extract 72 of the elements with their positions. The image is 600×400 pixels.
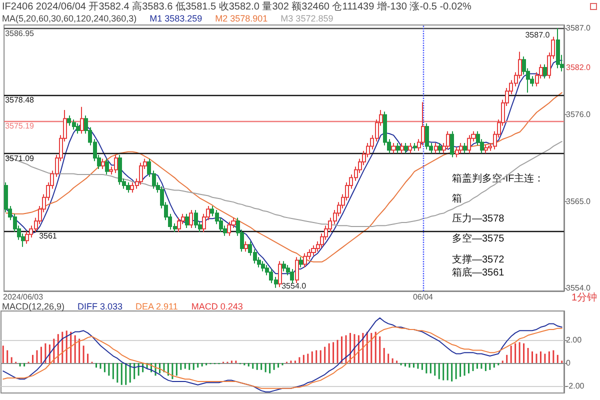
candlestick <box>244 240 248 252</box>
candlestick <box>76 122 80 134</box>
text: DIFF 3.033 <box>78 302 123 312</box>
candlestick <box>404 142 408 154</box>
text: M3 3572.859 <box>280 14 334 24</box>
candlestick <box>194 209 198 229</box>
text: MACD 0.243 <box>191 302 243 312</box>
candlestick <box>484 144 488 154</box>
candlestick <box>425 122 429 150</box>
text: M2 3578.901 <box>215 14 268 24</box>
candlestick <box>185 213 189 229</box>
line-series <box>6 92 562 262</box>
candlestick <box>261 260 265 272</box>
annotation: 箱 <box>452 194 462 204</box>
candlestick <box>311 244 316 256</box>
candlestick <box>290 268 294 284</box>
annotation: 箱底—3561 <box>452 266 505 278</box>
ref-line-label: 3561 <box>39 232 58 241</box>
text: 1分钟 <box>571 292 597 304</box>
candlestick <box>295 256 299 284</box>
candlestick <box>101 158 105 170</box>
annotation: 箱盖判多空-IF主连： <box>452 172 544 184</box>
ref-line-label: 3586.95 <box>5 29 35 38</box>
text: DEA 2.911 <box>136 302 178 312</box>
candlestick <box>450 130 454 158</box>
candlestick <box>408 142 412 154</box>
y-tick-label: 3576.0 <box>566 110 592 120</box>
candlestick <box>278 260 282 288</box>
candlestick <box>177 217 181 232</box>
y-tick-label: 3554.0 <box>566 283 592 292</box>
chart-title: IF2406 2024/06/04 开3582.4 高3583.6 低3581.5 收3582.0 量302 额32460 仓111439 增-130 涨-0.5 -0.02% <box>2 0 472 12</box>
annotation: 多空—3575 <box>452 232 505 244</box>
x-tick-label: 2024/06/03 <box>2 292 44 302</box>
candlestick <box>396 142 400 154</box>
candlestick <box>463 142 467 154</box>
candlestick <box>282 260 286 272</box>
annotation: 压力—3578 <box>452 212 505 224</box>
legend-title: MA(5,20,60,30,60,120,240,360,3) <box>2 14 137 24</box>
ref-line-label: 3575.19 <box>5 122 35 131</box>
line-series <box>6 140 562 227</box>
y-tick-label: 3565.0 <box>566 196 592 206</box>
candlestick <box>189 209 193 229</box>
y-tick-label: 2.00 <box>566 335 582 344</box>
candlestick <box>459 142 463 154</box>
ref-line-label: 3571.09 <box>5 154 35 163</box>
y-tick-label: 3587.0 <box>566 24 592 33</box>
candlestick <box>438 142 442 154</box>
x-tick-label: 06/04 <box>412 292 434 302</box>
y-tick-label: -2.00 <box>566 382 585 391</box>
candlestick <box>80 106 84 134</box>
annotation: 支撑—3572 <box>452 254 505 266</box>
candlestick <box>299 256 303 268</box>
text: M1 3583.259 <box>150 14 202 24</box>
candlestick <box>455 146 459 158</box>
text: 3582.0 <box>566 62 592 72</box>
annotation: 3554.0 <box>282 281 307 290</box>
candlestick <box>118 154 122 186</box>
y-tick-label: 0 <box>566 358 571 368</box>
candlestick <box>391 142 396 154</box>
candlestick <box>556 28 560 69</box>
candlestick <box>139 162 143 186</box>
legend-title: MACD(12,26,9) <box>2 302 65 312</box>
candlestick <box>105 158 109 176</box>
ref-line-label: 3578.48 <box>5 96 35 105</box>
candlestick <box>434 142 438 154</box>
candlestick <box>543 64 547 80</box>
candlestick <box>303 252 307 268</box>
candlestick <box>446 130 450 150</box>
candlestick <box>400 142 404 154</box>
candlestick <box>126 182 130 194</box>
annotation: 3587.0 <box>525 30 550 40</box>
candlestick <box>413 142 417 152</box>
